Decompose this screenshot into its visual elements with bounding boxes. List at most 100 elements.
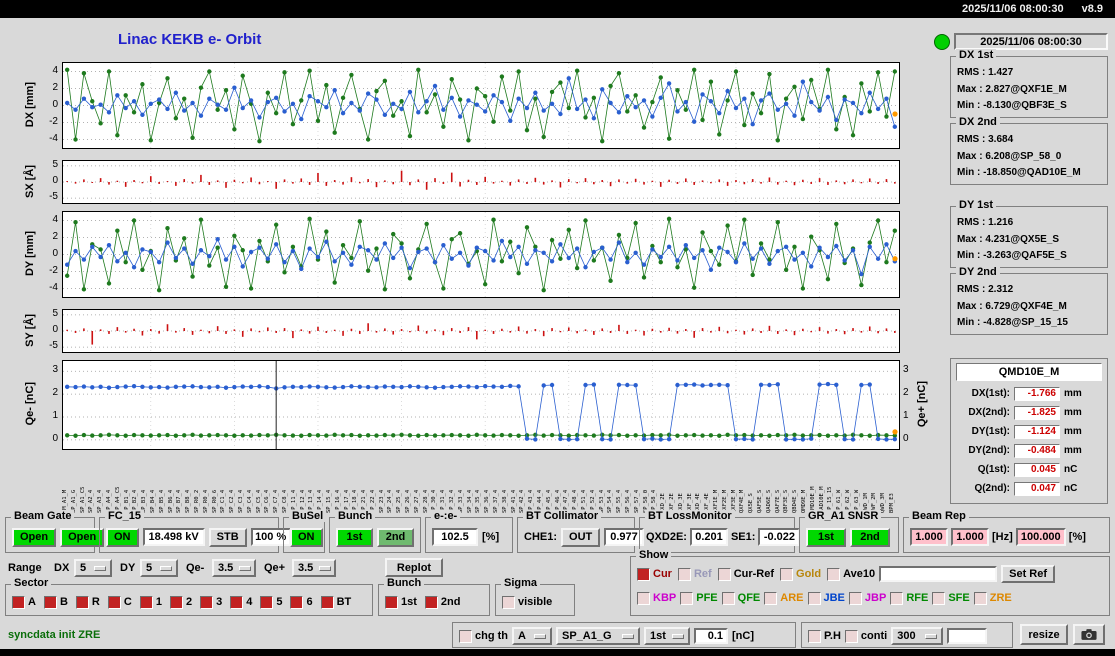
sector-option[interactable]: 5 <box>260 595 282 609</box>
checkbox[interactable] <box>43 595 57 609</box>
checkbox[interactable] <box>107 595 121 609</box>
checkbox[interactable] <box>385 595 398 609</box>
replot-button[interactable]: Replot <box>385 558 443 577</box>
checkbox[interactable] <box>807 591 821 605</box>
bunch-option[interactable]: 1st <box>385 595 417 609</box>
sector-option[interactable]: A <box>12 595 36 609</box>
show-region-option[interactable]: JBE <box>807 591 845 605</box>
checkbox[interactable] <box>844 629 858 643</box>
bpm-label: SP_61_W <box>836 489 843 513</box>
checkbox[interactable] <box>260 595 274 609</box>
ph-option[interactable]: P.H <box>808 629 841 643</box>
resize-button[interactable]: resize <box>1020 624 1068 645</box>
dropdown-indicator-icon <box>94 565 106 571</box>
gr-snsr-2nd-button[interactable]: 2nd <box>850 527 890 547</box>
range-dx-dropdown[interactable]: 5 <box>74 559 112 577</box>
extra-input[interactable] <box>947 628 988 644</box>
checkbox[interactable] <box>973 591 987 605</box>
range-qem-dropdown[interactable]: 3.5 <box>212 559 256 577</box>
show-region-option[interactable]: ZRE <box>973 591 1012 605</box>
show-option[interactable]: Cur-Ref <box>717 567 774 581</box>
stat-box-dy2: DY 2nd RMS : 2.312 Max : 6.729@QXF4E_M M… <box>950 266 1108 335</box>
show-region-option[interactable]: QFE <box>721 591 760 605</box>
checkbox[interactable] <box>169 595 183 609</box>
range-qep-dropdown[interactable]: 3.5 <box>292 559 336 577</box>
show-option[interactable]: Cur <box>637 567 672 581</box>
sector-option[interactable]: 6 <box>290 595 313 609</box>
sector-option[interactable]: 3 <box>200 595 222 609</box>
bunch-dropdown[interactable]: 1st <box>644 627 690 645</box>
sector-option[interactable]: 4 <box>230 595 252 609</box>
busel-legend: BuSel <box>289 510 327 522</box>
dy-ticks: 4 2 0 -2 -4 <box>49 213 58 293</box>
show-option[interactable]: Ref <box>677 567 712 581</box>
checkbox[interactable] <box>932 591 946 605</box>
checkbox[interactable] <box>721 591 735 605</box>
bpm-label: SP_B6_4 <box>167 489 174 513</box>
bpm-label: QAD10E_M <box>818 486 825 514</box>
bottom-bar <box>0 649 1115 656</box>
bpm-label: QBF3E_S <box>783 489 790 513</box>
checkbox[interactable] <box>637 567 650 581</box>
show-region-option[interactable]: JBP <box>848 591 886 605</box>
checkbox[interactable] <box>290 595 304 609</box>
checkbox[interactable] <box>764 591 778 605</box>
show-option[interactable]: Ave10 <box>827 567 875 581</box>
checkbox[interactable] <box>139 595 153 609</box>
bpm-label: SP_58_4 <box>651 489 658 513</box>
show-region-option[interactable]: PFE <box>680 591 718 605</box>
gr-snsr-1st-button[interactable]: 1st <box>806 527 846 547</box>
count-dropdown[interactable]: 300 <box>891 627 944 645</box>
show-region-option[interactable]: RFE <box>890 591 928 605</box>
chg-th-option[interactable]: chg th <box>459 629 508 643</box>
status-indicator <box>934 34 950 50</box>
screenshot-button[interactable] <box>1073 624 1105 645</box>
sector-option[interactable]: BT <box>320 595 351 609</box>
checkbox[interactable] <box>502 595 515 609</box>
threshold-input[interactable] <box>694 628 728 644</box>
checkbox[interactable] <box>459 629 472 643</box>
show-region-option[interactable]: KBP <box>637 591 676 605</box>
show-option[interactable]: Gold <box>780 567 821 581</box>
sector-option[interactable]: B <box>43 595 68 609</box>
ref-name-input[interactable] <box>879 566 998 582</box>
checkbox[interactable] <box>637 591 650 605</box>
checkbox[interactable] <box>680 591 694 605</box>
beam-rep-group: Beam Rep 1.000 1.000 [Hz] 100.000 [%] <box>903 510 1110 553</box>
checkbox[interactable] <box>320 595 334 609</box>
show-region-option[interactable]: SFE <box>932 591 970 605</box>
sector-option[interactable]: C <box>107 595 132 609</box>
checkbox[interactable] <box>75 595 89 609</box>
beam-gate-open-button-1[interactable]: Open <box>12 527 57 547</box>
checkbox[interactable] <box>230 595 244 609</box>
checkbox[interactable] <box>717 567 731 581</box>
bunch-2nd-button[interactable]: 2nd <box>377 527 414 547</box>
busel-on-button[interactable]: ON <box>290 527 323 547</box>
fc15-on-button[interactable]: ON <box>106 527 139 547</box>
bpm-label: SP_41_4 <box>510 489 517 513</box>
checkbox[interactable] <box>424 595 438 609</box>
range-dy-dropdown[interactable]: 5 <box>140 559 178 577</box>
fc15-stb-button[interactable]: STB <box>208 527 247 547</box>
device-dropdown[interactable]: SP_A1_G <box>556 627 640 645</box>
checkbox[interactable] <box>808 629 821 643</box>
checkbox[interactable] <box>677 567 691 581</box>
bunch-1st-button[interactable]: 1st <box>336 527 373 547</box>
sector-option[interactable]: 2 <box>169 595 192 609</box>
conti-option[interactable]: conti <box>844 629 887 643</box>
checkbox[interactable] <box>780 567 794 581</box>
sector-option[interactable]: 1 <box>139 595 162 609</box>
checkbox[interactable] <box>848 591 862 605</box>
sigma-visible-option[interactable]: visible <box>502 595 552 609</box>
checkbox[interactable] <box>200 595 214 609</box>
sector-option[interactable]: R <box>75 595 100 609</box>
checkbox[interactable] <box>890 591 904 605</box>
set-ref-button[interactable]: Set Ref <box>1001 565 1056 583</box>
checkbox[interactable] <box>12 595 25 609</box>
show-region-option[interactable]: ARE <box>764 591 804 605</box>
beam-gate-open-button-2[interactable]: Open <box>60 527 105 547</box>
bunch-option[interactable]: 2nd <box>424 595 460 609</box>
che1-out-button[interactable]: OUT <box>561 527 601 547</box>
checkbox[interactable] <box>827 567 841 581</box>
mode-dropdown[interactable]: A <box>512 627 552 645</box>
